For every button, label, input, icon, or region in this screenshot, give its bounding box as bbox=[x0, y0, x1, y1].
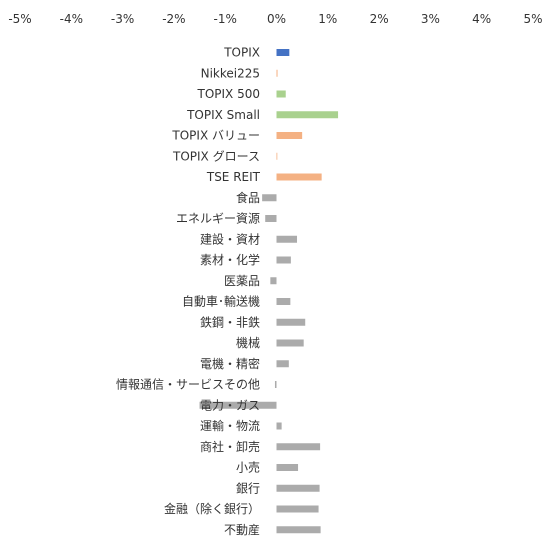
category-label: エネルギー資源 bbox=[176, 212, 260, 226]
bar bbox=[274, 381, 277, 388]
category-label: 電機・精密 bbox=[200, 356, 260, 371]
category-label: 鉄鋼・非鉄 bbox=[200, 314, 260, 329]
bar bbox=[276, 298, 291, 305]
bar bbox=[276, 235, 298, 243]
x-tick-label: 0% bbox=[267, 12, 286, 26]
category-label: 金融（除く銀行） bbox=[164, 501, 260, 516]
category-label: 建設・資材 bbox=[200, 231, 260, 246]
category-label: 銀行 bbox=[236, 481, 260, 495]
bar bbox=[262, 194, 277, 202]
category-label: 機械 bbox=[236, 335, 260, 350]
category-label: 電力・ガス bbox=[200, 398, 260, 412]
category-label: TOPIX bbox=[223, 46, 260, 60]
category-label: 自動車･輸送機 bbox=[182, 294, 260, 309]
category-label: TOPIX バリュー bbox=[171, 129, 260, 143]
bar bbox=[276, 505, 319, 513]
bar bbox=[276, 360, 289, 368]
category-label: TOPIX 500 bbox=[197, 87, 261, 101]
bar bbox=[276, 90, 286, 98]
category-label: TOPIX Small bbox=[186, 108, 260, 122]
bar bbox=[276, 69, 278, 77]
x-tick-label: -2% bbox=[162, 12, 185, 26]
category-label: 不動産 bbox=[224, 522, 260, 537]
bar bbox=[276, 49, 290, 56]
bar bbox=[276, 443, 321, 451]
bar bbox=[276, 422, 282, 430]
category-label: 医薬品 bbox=[224, 274, 260, 288]
bar bbox=[276, 339, 304, 347]
bar bbox=[276, 132, 303, 139]
x-tick-label: -3% bbox=[111, 12, 134, 26]
category-label: 小売 bbox=[236, 460, 260, 475]
bar bbox=[276, 464, 299, 471]
bars bbox=[199, 49, 339, 534]
x-tick-label: 3% bbox=[421, 12, 440, 26]
category-label: Nikkei225 bbox=[201, 66, 260, 80]
bar bbox=[270, 277, 277, 285]
x-tick-label: 2% bbox=[370, 12, 389, 26]
x-tick-label: 4% bbox=[472, 12, 491, 26]
bar bbox=[265, 215, 277, 222]
x-tick-label: -1% bbox=[214, 12, 237, 26]
bar bbox=[276, 484, 320, 492]
x-tick-label: -4% bbox=[60, 12, 83, 26]
bar bbox=[199, 401, 277, 409]
category-label: 食品 bbox=[236, 190, 260, 205]
category-label: 運輸・物流 bbox=[200, 418, 260, 433]
category-label: 商社・卸売 bbox=[200, 439, 260, 454]
bar bbox=[276, 526, 321, 534]
bar bbox=[276, 318, 306, 326]
bar bbox=[276, 152, 278, 160]
x-tick-label: -5% bbox=[8, 12, 31, 26]
bar bbox=[276, 256, 291, 264]
category-label: TSE REIT bbox=[206, 170, 261, 184]
category-label: 素材・化学 bbox=[200, 252, 260, 267]
x-tick-label: 1% bbox=[318, 12, 337, 26]
bar bbox=[276, 173, 322, 181]
bar bbox=[276, 111, 339, 119]
category-label: TOPIX グロース bbox=[172, 149, 260, 163]
category-labels: TOPIX Nikkei225 TOPIX 500 TOPIX Small TOPIX … bbox=[116, 46, 261, 537]
x-tick-label: 5% bbox=[523, 12, 542, 26]
x-axis-ticks: -5% -4% -3% -2% -1% 0% 1% 2% 3% 4% 5% bbox=[8, 12, 542, 26]
category-label: 情報通信・サービスその他 bbox=[116, 378, 260, 392]
